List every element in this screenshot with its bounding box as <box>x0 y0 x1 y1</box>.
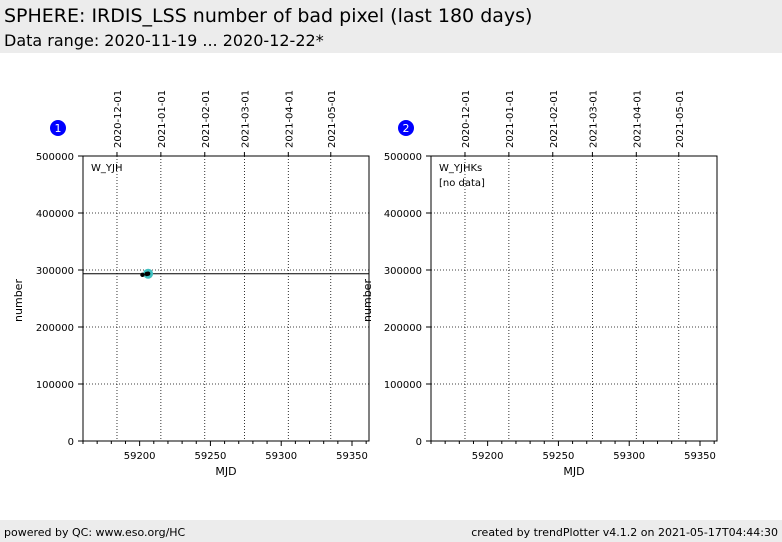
y-tick-label: 400000 <box>384 209 422 220</box>
page-title: SPHERE: IRDIS_LSS number of bad pixel (l… <box>4 5 533 27</box>
charts-canvas: 1 2020-12-01 2021-01-01 2021-02-01 2021-03-0… <box>12 90 718 478</box>
footer-generator: created by trendPlotter v4.1.2 on 2021-0… <box>471 526 778 539</box>
x-tick-label: 59350 <box>684 451 716 462</box>
panel-label: W_YJH <box>91 163 122 174</box>
panel-note: [no data] <box>439 178 485 189</box>
top-date-tick-label: 2021-05-01 <box>675 90 686 148</box>
x-tick-label: 59300 <box>613 451 645 462</box>
x-axis-title: MJD <box>563 465 584 478</box>
top-date-tick-label: 2021-02-01 <box>201 90 212 148</box>
y-tick-label: 0 <box>68 437 74 448</box>
y-tick-label: 200000 <box>384 323 422 334</box>
chart-panel-1: 1 2020-12-01 2021-01-01 2021-02-01 2021-03-0… <box>12 90 370 478</box>
y-tick-label: 300000 <box>384 266 422 277</box>
y-tick-label: 400000 <box>36 209 74 220</box>
top-date-tick-label: 2021-04-01 <box>632 90 643 148</box>
panel-number-label: 1 <box>55 122 62 135</box>
panel-number-badge <box>50 120 66 136</box>
x-tick-label: 59350 <box>336 451 368 462</box>
y-tick-label: 300000 <box>36 266 74 277</box>
top-date-tick-label: 2021-01-01 <box>157 90 168 148</box>
panel-number-label: 2 <box>403 122 410 135</box>
top-date-tick-label: 2020-12-01 <box>461 90 472 148</box>
top-date-tick-label: 2020-12-01 <box>113 90 124 148</box>
y-tick-label: 500000 <box>384 152 422 163</box>
page-footer: powered by QC: www.eso.org/HC created by… <box>0 520 782 542</box>
y-tick-label: 100000 <box>36 380 74 391</box>
top-date-tick-label: 2021-01-01 <box>505 90 516 148</box>
footer-credit: powered by QC: www.eso.org/HC <box>4 526 186 539</box>
x-tick-label: 59250 <box>195 451 227 462</box>
x-tick-label: 59300 <box>265 451 297 462</box>
top-date-tick-label: 2021-04-01 <box>284 90 295 148</box>
y-tick-label: 0 <box>416 437 422 448</box>
y-axis-title: number <box>361 279 374 322</box>
y-tick-label: 200000 <box>36 323 74 334</box>
panel-number-badge <box>398 120 414 136</box>
y-tick-label: 500000 <box>36 152 74 163</box>
data-point <box>145 271 151 276</box>
top-date-tick-label: 2021-03-01 <box>240 90 251 148</box>
y-tick-label: 100000 <box>384 380 422 391</box>
x-tick-label: 59200 <box>124 451 156 462</box>
x-tick-label: 59250 <box>543 451 575 462</box>
y-axis-title: number <box>12 279 25 322</box>
data-point <box>140 272 145 278</box>
plot-frame <box>430 155 718 442</box>
x-tick-label: 59200 <box>472 451 504 462</box>
x-axis-title: MJD <box>215 465 236 478</box>
panel-label: W_YJHKs <box>439 163 482 174</box>
page-subtitle: Data range: 2020-11-19 ... 2020-12-22* <box>4 31 324 50</box>
top-date-tick-label: 2021-02-01 <box>549 90 560 148</box>
top-date-tick-label: 2021-05-01 <box>327 90 338 148</box>
plot-frame <box>82 155 370 442</box>
top-date-tick-label: 2021-03-01 <box>588 90 599 148</box>
chart-panel-2: 2 2020-12-01 2021-01-01 2021-02-01 2021-03-0… <box>361 90 718 478</box>
page-header: SPHERE: IRDIS_LSS number of bad pixel (l… <box>0 0 782 53</box>
